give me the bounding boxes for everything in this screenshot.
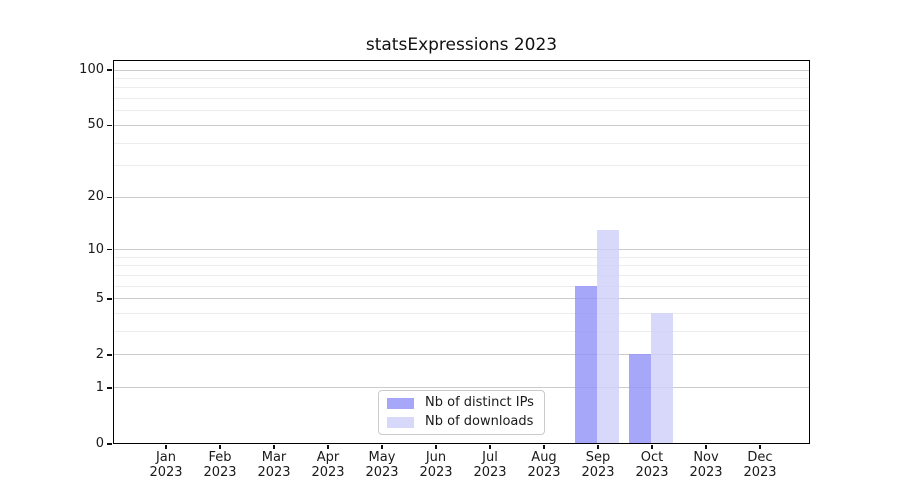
gridline-minor [114, 110, 809, 112]
gridline-minor [114, 77, 809, 79]
x-tick-year: 2023 [689, 464, 723, 480]
x-tick-mark [273, 445, 275, 449]
x-tick-label: Jan 2023 [138, 450, 194, 480]
gridline-minor [114, 265, 809, 267]
x-tick-year: 2023 [419, 464, 453, 480]
gridline-major [114, 196, 809, 198]
y-tick-mark [107, 443, 112, 445]
gridline-major [114, 298, 809, 300]
x-tick-mark [651, 445, 653, 449]
x-tick-mark [597, 445, 599, 449]
gridline-minor [114, 87, 809, 89]
y-tick-mark [107, 354, 112, 356]
x-tick-label: May 2023 [354, 450, 410, 480]
x-tick-year: 2023 [311, 464, 345, 480]
gridline-minor [114, 98, 809, 100]
x-tick-mark [759, 445, 761, 449]
gridline-major [114, 354, 809, 356]
x-tick-month: Sep [585, 450, 611, 465]
x-tick-year: 2023 [203, 464, 237, 480]
x-tick-mark [543, 445, 545, 449]
chart-title: statsExpressions 2023 [365, 35, 558, 55]
y-tick-label: 5 [95, 290, 104, 306]
y-tick-label: 10 [87, 241, 104, 257]
x-tick-month: Jan [155, 450, 177, 465]
gridline-major [114, 69, 809, 71]
x-tick-label: Oct 2023 [624, 450, 680, 480]
y-tick-label: 100 [79, 62, 104, 77]
gridline-major [114, 124, 809, 126]
x-tick-label: Mar 2023 [246, 450, 302, 480]
x-tick-month: May [368, 450, 396, 465]
x-tick-mark [327, 445, 329, 449]
legend-row: Nb of distinct IPs [387, 396, 544, 410]
x-tick-label: Jul 2023 [462, 450, 518, 480]
gridline-minor [114, 285, 809, 287]
legend-label: Nb of downloads [425, 414, 534, 429]
bar-nb-of-downloads [597, 229, 619, 444]
gridline-minor [114, 256, 809, 258]
x-tick-month: Apr [316, 450, 340, 465]
x-tick-year: 2023 [635, 464, 669, 480]
x-tick-label: Sep 2023 [570, 450, 626, 480]
x-tick-month: Mar [261, 450, 287, 465]
legend-row: Nb of downloads [387, 415, 544, 429]
x-tick-label: Nov 2023 [678, 450, 734, 480]
bar-nb-of-downloads [651, 313, 673, 444]
x-tick-year: 2023 [581, 464, 615, 480]
gridline-major [114, 387, 809, 389]
gridline-minor [114, 274, 809, 276]
bar-nb-of-distinct-ips [575, 285, 597, 444]
gridline-minor [114, 331, 809, 333]
y-tick-label: 20 [87, 189, 104, 205]
x-tick-month: Nov [693, 450, 719, 465]
x-tick-month: Jun [425, 450, 447, 465]
x-tick-year: 2023 [149, 464, 183, 480]
x-tick-label: Apr 2023 [300, 450, 356, 480]
gridline-major [114, 249, 809, 251]
x-tick-label: Aug 2023 [516, 450, 572, 480]
bar-nb-of-distinct-ips [629, 354, 651, 444]
legend-label: Nb of distinct IPs [425, 395, 534, 410]
x-tick-month: Dec [747, 450, 773, 465]
y-tick-mark [107, 69, 112, 71]
x-tick-year: 2023 [473, 464, 507, 480]
x-tick-mark [489, 445, 491, 449]
x-tick-mark [165, 445, 167, 449]
gridline-minor [114, 142, 809, 144]
y-tick-label: 0 [95, 436, 104, 451]
x-tick-year: 2023 [743, 464, 777, 480]
legend-swatch [387, 416, 414, 428]
x-tick-month: Oct [640, 450, 664, 465]
gridline-minor [114, 313, 809, 315]
plot-area [113, 60, 810, 444]
x-tick-month: Aug [531, 450, 557, 465]
x-tick-month: Jul [482, 450, 498, 465]
gridline-minor [114, 165, 809, 167]
x-tick-month: Feb [208, 450, 232, 465]
x-tick-year: 2023 [365, 464, 399, 480]
x-tick-year: 2023 [257, 464, 291, 480]
x-tick-mark [435, 445, 437, 449]
y-tick-mark [107, 248, 112, 251]
x-tick-mark [705, 445, 707, 449]
y-tick-label: 2 [95, 346, 104, 362]
x-tick-label: Feb 2023 [192, 450, 248, 480]
x-tick-mark [219, 445, 221, 449]
x-tick-mark [381, 445, 383, 449]
x-tick-label: Jun 2023 [408, 450, 464, 480]
y-tick-mark [107, 387, 112, 389]
y-tick-mark [107, 298, 112, 300]
legend-swatch [387, 397, 414, 409]
y-tick-mark [107, 196, 112, 199]
y-tick-mark [107, 124, 112, 127]
y-tick-label: 50 [87, 117, 104, 133]
y-tick-label: 1 [95, 379, 104, 395]
legend: Nb of distinct IPs Nb of downloads [378, 390, 545, 435]
x-tick-label: Dec 2023 [732, 450, 788, 480]
x-tick-year: 2023 [527, 464, 561, 480]
